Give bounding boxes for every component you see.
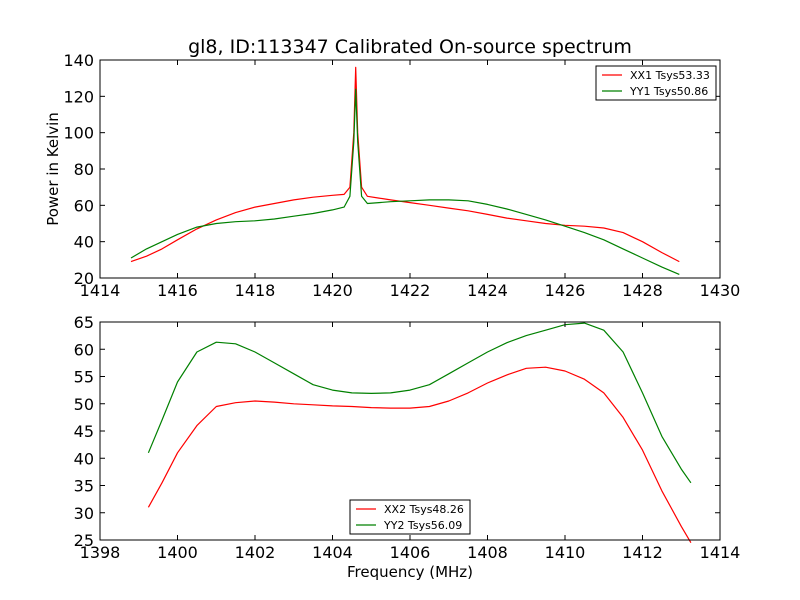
legend-label: XX1 Tsys53.33 (630, 69, 710, 82)
x-tick-label: 1406 (390, 543, 431, 562)
x-axis-title: Frequency (MHz) (347, 563, 473, 581)
y-tick-label: 20 (74, 269, 94, 288)
legend-label: XX2 Tsys48.26 (384, 503, 464, 516)
series-line-2-1 (147, 366, 692, 544)
series-line-1-2 (130, 88, 680, 275)
y-tick-label: 140 (63, 51, 94, 70)
x-tick-label: 1416 (157, 281, 198, 300)
bottom-spectrum-panel: 1398 1400 1402 1404 1406 1408 1410 1412 1414 25 30… (74, 313, 741, 562)
x-tick-label: 1414 (700, 543, 741, 562)
x-tick-label: 1400 (157, 543, 198, 562)
legend-box (595, 65, 717, 101)
legend-label: YY2 Tsys56.09 (383, 519, 462, 532)
y-tick-label: 40 (74, 449, 94, 468)
legend-box (349, 499, 471, 535)
top-spectrum-panel: 1414 1416 1418 1420 1422 1424 1426 1428 1430 20 40… (63, 51, 740, 300)
y-axis-title: Power in Kelvin (44, 112, 62, 226)
x-tick-label: 1424 (467, 281, 508, 300)
x-tick-label: 1410 (545, 543, 586, 562)
y-tick-label: 120 (63, 87, 94, 106)
y-tick-label: 35 (74, 477, 94, 496)
y-tick-label: 60 (74, 340, 94, 359)
y-tick-label: 40 (74, 233, 94, 252)
y-tick-label: 25 (74, 531, 94, 550)
y-tick-label: 60 (74, 196, 94, 215)
y-tick-label: 50 (74, 395, 94, 414)
y-tick-label: 100 (63, 124, 94, 143)
legend: XX2 Tsys48.26 YY2 Tsys56.09 (349, 499, 471, 535)
series-line-2-2 (147, 322, 692, 484)
x-tick-label: 1422 (390, 281, 431, 300)
x-tick-label: 1430 (700, 281, 741, 300)
x-tick-label: 1404 (312, 543, 353, 562)
series-line-1-1 (130, 66, 680, 263)
y-tick-label: 30 (74, 504, 94, 523)
x-tick-label: 1414 (80, 281, 121, 300)
y-tick-label: 65 (74, 313, 94, 332)
x-tick-label: 1398 (80, 543, 121, 562)
x-tick-label: 1402 (235, 543, 276, 562)
x-tick-label: 1428 (622, 281, 663, 300)
legend: XX1 Tsys53.33 YY1 Tsys50.86 (595, 65, 717, 101)
x-tick-label: 1408 (467, 543, 508, 562)
x-tick-label: 1426 (545, 281, 586, 300)
x-tick-label: 1420 (312, 281, 353, 300)
x-tick-label: 1418 (235, 281, 276, 300)
y-tick-label: 80 (74, 160, 94, 179)
x-tick-label: 1412 (622, 543, 663, 562)
chart-title: gl8, ID:113347 Calibrated On-source spec… (188, 36, 632, 58)
y-tick-label: 55 (74, 368, 94, 387)
y-tick-label: 45 (74, 422, 94, 441)
legend-label: YY1 Tsys50.86 (629, 85, 708, 98)
